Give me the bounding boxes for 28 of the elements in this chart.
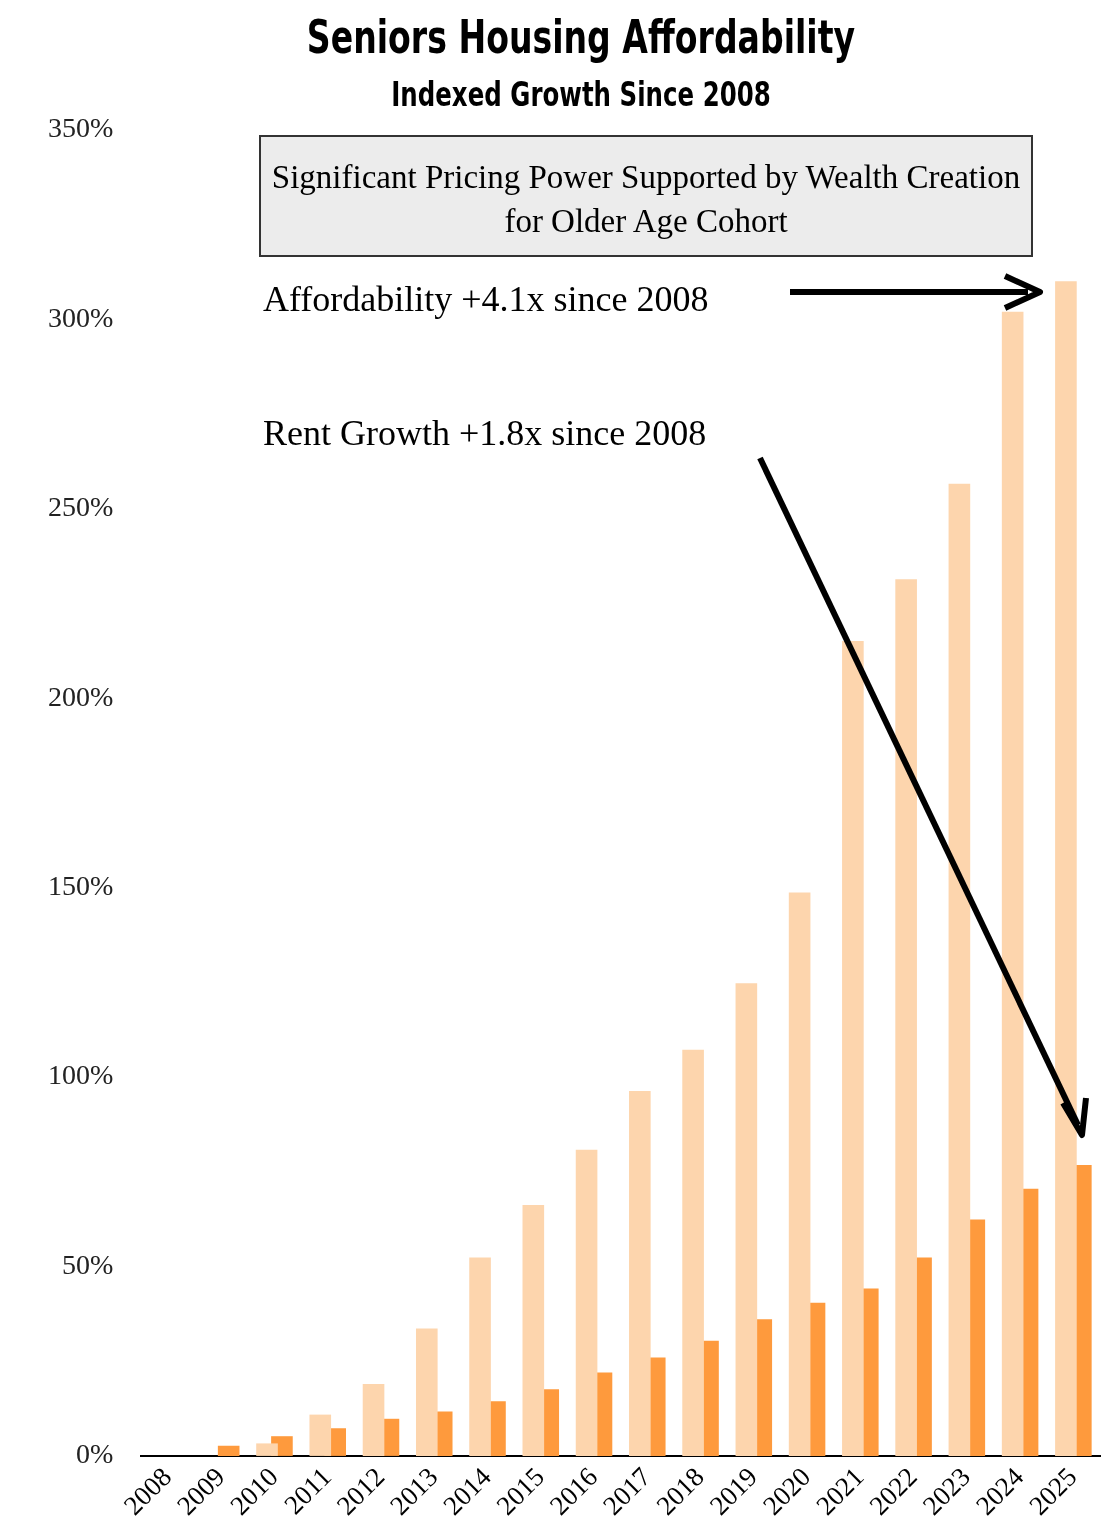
bar (735, 983, 758, 1456)
bar (948, 483, 971, 1456)
y-tick-label: 0% (76, 1438, 114, 1470)
bar (682, 1049, 704, 1456)
chart-title: Seniors Housing Affordability (305, 10, 857, 64)
annotation: Affordability +4.1x since 2008 (263, 278, 709, 320)
y-tick-label: 50% (62, 1248, 114, 1280)
bar (842, 641, 864, 1456)
y-tick-label: 250% (48, 491, 114, 523)
chart-subtitle: Indexed Growth Since 2008 (390, 74, 772, 114)
annotation: Significant Pricing Power Supported by Wealth Creation for Older Age Cohort (259, 135, 1033, 257)
y-tick-label: 300% (48, 301, 114, 333)
y-tick-label: 350% (48, 112, 114, 144)
bar (895, 579, 917, 1456)
y-tick-label: 200% (48, 680, 114, 712)
bar (469, 1257, 491, 1456)
bar (415, 1328, 438, 1456)
y-tick-label: 100% (48, 1059, 114, 1091)
bar (362, 1383, 385, 1456)
bar (256, 1443, 278, 1456)
bar (217, 1445, 240, 1456)
y-tick-label: 150% (48, 870, 114, 902)
bar (522, 1205, 545, 1456)
bar (575, 1149, 598, 1456)
bar (788, 892, 811, 1456)
bar (309, 1414, 332, 1456)
annotation: Rent Growth +1.8x since 2008 (263, 412, 707, 454)
bar (629, 1091, 651, 1456)
